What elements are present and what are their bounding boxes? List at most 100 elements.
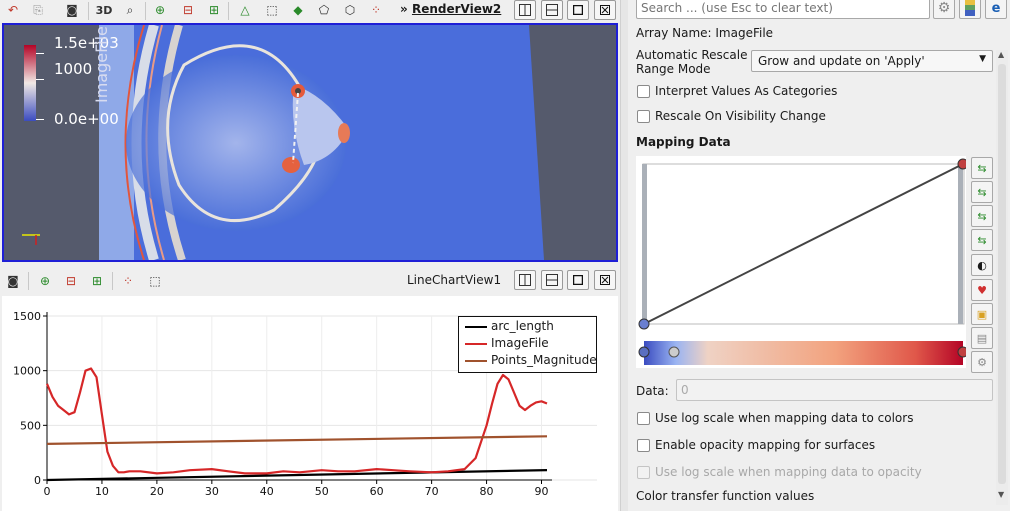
heart-preset-icon: ♥ (977, 283, 987, 297)
split-horizontal-icon (519, 274, 531, 286)
enable-opacity-checkbox[interactable] (637, 439, 650, 452)
camera-link-icon[interactable]: ⎘ (33, 2, 43, 17)
y-tick-label: 0 (34, 474, 41, 487)
chart-maximize-button[interactable] (567, 270, 589, 290)
rescale-custom-range-button[interactable]: ⇆ (971, 181, 993, 203)
color-legend-icon: ▤ (976, 331, 988, 345)
rescale-temporal-icon: ⇆ (977, 209, 987, 223)
scroll-thumb[interactable] (998, 64, 1006, 484)
x-tick-label: 0 (44, 485, 51, 498)
chart-split-vertical-button[interactable] (541, 270, 563, 290)
capture-screenshot-icon[interactable]: ◙ (66, 3, 78, 17)
edit-color-legend-button[interactable]: ▤ (971, 327, 993, 349)
hover-cells-icon[interactable]: ⁘ (370, 3, 382, 17)
line-chart-view[interactable]: 1500 1000 500 0 0 10 20 30 40 50 60 70 80 90 arc_leng… (2, 296, 618, 511)
legend-swatch-arc-length (465, 326, 487, 328)
series-line-arc-length (46, 469, 548, 482)
chevron-down-icon: ▼ (979, 54, 986, 64)
colorbar-title: ImageFile (92, 26, 111, 103)
open-editor-button[interactable]: e (985, 0, 1007, 19)
search-field[interactable] (636, 0, 930, 19)
rescale-mode-label-line1: Automatic Rescale (636, 48, 748, 62)
rescale-to-data-range-button[interactable]: ⇆ (971, 157, 993, 179)
render-view[interactable]: 1.5e+03 1000 0.0e+00 ImageFile (2, 23, 618, 262)
maximize-icon (573, 5, 583, 15)
x-tick-label: 90 (535, 485, 549, 498)
save-preset-button[interactable]: ▣ (971, 303, 993, 325)
close-icon (600, 5, 610, 15)
chart-view-title: LineChartView1 (407, 273, 502, 287)
log-scale-colors-checkbox[interactable] (637, 412, 650, 425)
chart-close-button[interactable] (594, 270, 616, 290)
split-horizontal-icon (519, 4, 531, 16)
chart-clear-selection-icon[interactable]: ⬚ (149, 274, 161, 288)
rescale-visible-range-button[interactable]: ⇆ (971, 229, 993, 251)
rescale-mode-value: Grow and update on 'Apply' (758, 54, 925, 68)
select-polygon-icon[interactable]: ⬚ (266, 3, 278, 17)
chart-deselect-icon[interactable]: ⊟ (65, 274, 77, 288)
color-palette-icon (965, 0, 975, 16)
chart-screenshot-icon[interactable]: ◙ (7, 274, 19, 288)
editor-icon: e (991, 0, 1001, 16)
split-vertical-icon (546, 274, 558, 286)
y-tick-label: 1500 (13, 310, 41, 323)
chart-toggle-select-icon[interactable]: ⊞ (91, 274, 103, 288)
rescale-temporal-button[interactable]: ⇆ (971, 205, 993, 227)
y-tick-label: 1000 (13, 365, 41, 378)
properties-panel: ⚙ e Array Name: ImageFile Automatic Resc… (628, 0, 1010, 511)
legend-label-points-magnitude: Points_Magnitude (491, 353, 597, 367)
colorbar-tick-max: 1.5e+03 (54, 34, 119, 52)
rescale-visible-icon: ⇆ (977, 233, 987, 247)
log-scale-opacity-label: Use log scale when mapping data to opaci… (655, 465, 922, 479)
rescale-mode-select[interactable]: Grow and update on 'Apply' ▼ (751, 50, 993, 72)
search-input[interactable] (639, 0, 927, 17)
split-horizontal-button[interactable] (514, 0, 536, 20)
x-tick-label: 60 (370, 485, 384, 498)
x-tick-label: 70 (425, 485, 439, 498)
split-vertical-button[interactable] (541, 0, 563, 20)
panel-splitter[interactable] (620, 0, 628, 511)
advanced-mapping-button[interactable]: ⚙ (971, 351, 993, 373)
enable-opacity-label: Enable opacity mapping for surfaces (655, 438, 876, 452)
render-view-name: RenderView2 (411, 2, 502, 16)
rescale-mode-label-line2: Range Mode (636, 62, 711, 76)
properties-scrollbar[interactable]: ▲ ▼ (996, 50, 1008, 505)
chart-select-polygon-icon[interactable]: ⁘ (122, 274, 134, 288)
select-blocks-icon[interactable]: ◆ (293, 3, 303, 17)
select-cells-icon[interactable]: ⊕ (154, 3, 166, 17)
select-frustum-icon[interactable]: △ (240, 3, 250, 17)
maximize-button[interactable] (567, 0, 589, 20)
folder-icon: ▣ (976, 307, 988, 321)
mapping-data-heading: Mapping Data (636, 135, 731, 149)
chart-select-icon[interactable]: ⊕ (39, 274, 51, 288)
chart-legend[interactable]: arc_length ImageFile Points_Magnitude (458, 316, 597, 373)
close-view-button[interactable] (594, 0, 616, 20)
opacity-function-graph (638, 158, 969, 365)
x-tick-label: 50 (315, 485, 329, 498)
series-line-imagefile (45, 367, 548, 475)
rescale-visibility-checkbox[interactable] (637, 110, 650, 123)
chart-split-horizontal-button[interactable] (514, 270, 536, 290)
color-palette-button[interactable] (959, 0, 981, 19)
log-scale-colors-label: Use log scale when mapping data to color… (655, 411, 914, 425)
x-tick-label: 20 (150, 485, 164, 498)
invert-transfer-button[interactable]: ◐ (971, 254, 993, 276)
opacity-function-editor[interactable] (636, 156, 969, 368)
toggle-3d-button[interactable]: 3D (95, 3, 113, 17)
reset-camera-icon[interactable]: ↶ (7, 3, 19, 17)
deselect-icon[interactable]: ⊟ (182, 3, 194, 17)
interactive-select-icon[interactable]: ⬠ (318, 3, 330, 17)
interpret-values-checkbox[interactable] (637, 85, 650, 98)
scroll-up-arrow[interactable]: ▲ (998, 50, 1005, 59)
volume-slice-image (22, 25, 544, 260)
hover-points-icon[interactable]: ⬡ (344, 3, 356, 17)
advanced-settings-button[interactable]: ⚙ (933, 0, 955, 19)
color-legend[interactable]: 1.5e+03 1000 0.0e+00 ImageFile (22, 26, 142, 128)
rescale-custom-icon: ⇆ (977, 185, 987, 199)
scroll-down-arrow[interactable]: ▼ (998, 490, 1005, 499)
legend-label-imagefile: ImageFile (491, 336, 549, 350)
select-points-icon[interactable]: ⊞ (208, 3, 220, 17)
zoom-to-box-icon[interactable]: ⌕ (126, 2, 134, 17)
choose-preset-button[interactable]: ♥ (971, 279, 993, 301)
overflow-chevron[interactable]: » (400, 2, 408, 16)
